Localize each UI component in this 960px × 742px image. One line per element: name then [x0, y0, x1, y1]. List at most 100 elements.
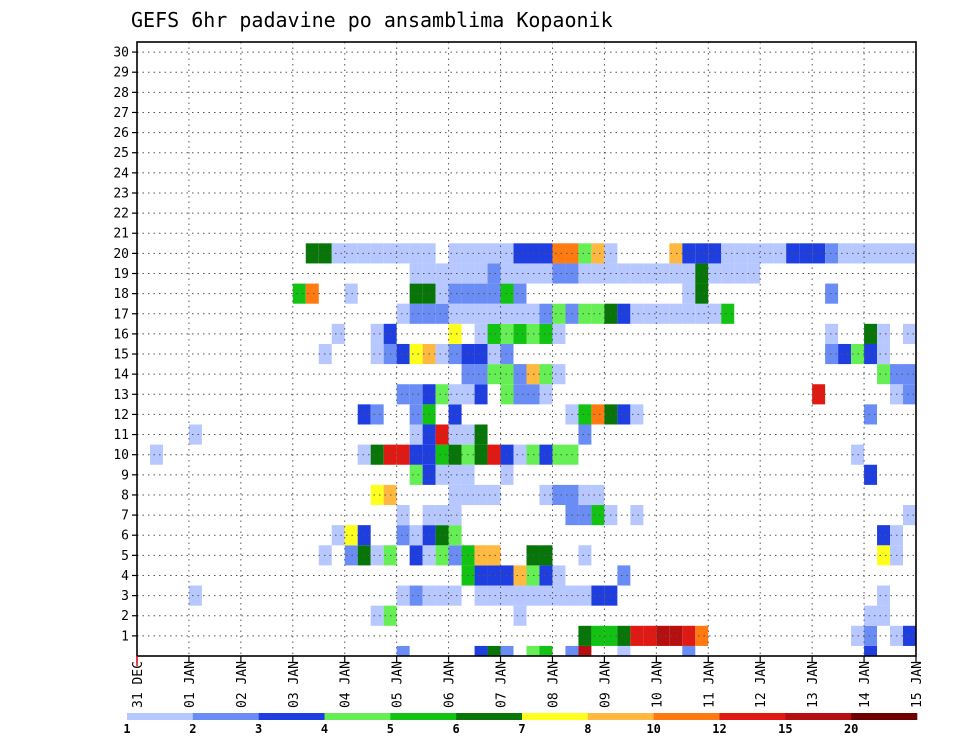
precip-cell — [903, 243, 916, 264]
colorbar-swatch — [324, 713, 391, 720]
precip-cell — [682, 263, 696, 284]
precip-cell — [513, 585, 527, 606]
y-tick-label: 15 — [113, 348, 129, 363]
precip-cell — [474, 585, 488, 606]
precip-cell — [578, 585, 592, 606]
precip-cell — [734, 263, 748, 284]
precip-cell — [448, 323, 462, 344]
precip-cell — [500, 364, 514, 385]
precip-cell — [877, 605, 891, 626]
precip-cell — [695, 243, 709, 264]
y-tick-label: 26 — [113, 126, 129, 141]
precip-cell — [552, 323, 566, 344]
precip-cell — [448, 444, 462, 465]
precip-cell — [500, 444, 514, 465]
precip-cell — [448, 384, 462, 405]
precip-cell — [513, 323, 527, 344]
precip-cell — [513, 243, 527, 264]
precip-cell — [435, 545, 449, 566]
colorbar-label: 1 — [123, 722, 130, 736]
colorbar-swatch — [851, 713, 918, 720]
precip-cell — [695, 283, 709, 304]
y-tick-label: 30 — [113, 46, 129, 61]
precip-cell — [630, 404, 644, 425]
precip-cell — [578, 545, 592, 566]
precip-cell — [526, 545, 540, 566]
precip-cell — [526, 263, 540, 284]
precip-cell — [578, 424, 592, 445]
precip-cell — [578, 243, 592, 264]
precip-cell — [331, 525, 345, 546]
x-tick-label: 01 JAN — [183, 661, 198, 708]
precip-cell — [448, 303, 462, 324]
precip-cell — [331, 323, 345, 344]
precip-cell — [799, 243, 813, 264]
precip-cell — [682, 243, 696, 264]
precip-cell — [357, 444, 371, 465]
colorbar-label: 8 — [584, 722, 591, 736]
precip-cell — [435, 525, 449, 546]
precip-cell — [721, 303, 735, 324]
precip-cell — [552, 243, 566, 264]
y-tick-label: 2 — [121, 609, 129, 624]
x-tick-label: 11 JAN — [702, 661, 717, 708]
precip-cell — [474, 343, 488, 365]
precip-cell — [682, 303, 696, 324]
y-tick-label: 25 — [113, 146, 129, 161]
precip-cell — [474, 545, 488, 566]
precip-cell — [448, 545, 462, 566]
precip-cell — [448, 283, 462, 304]
precip-cell — [513, 364, 527, 385]
precip-cell — [474, 484, 488, 506]
precip-cell — [539, 303, 553, 324]
precip-cell — [812, 243, 826, 264]
precip-cell — [695, 303, 709, 324]
precip-cell — [448, 484, 462, 506]
precip-cell — [409, 464, 423, 485]
y-tick-label: 10 — [113, 448, 129, 463]
y-tick-label: 5 — [121, 549, 129, 564]
precip-cell — [409, 424, 423, 445]
precip-cell — [578, 645, 592, 656]
precip-cell — [448, 243, 462, 264]
y-tick-label: 13 — [113, 388, 129, 403]
precip-cell — [305, 243, 319, 264]
precip-cell — [864, 323, 878, 344]
precip-cell — [539, 364, 553, 385]
colorbar-label: 4 — [321, 722, 328, 736]
y-tick-label: 16 — [113, 327, 129, 342]
precip-cell — [526, 645, 540, 656]
precip-cell — [357, 404, 371, 425]
precip-cell — [487, 283, 501, 304]
precip-cell — [448, 585, 462, 606]
precip-cell — [474, 263, 488, 284]
precip-cell — [565, 645, 579, 656]
x-tick-label: 08 JAN — [546, 661, 561, 708]
precip-cell — [435, 263, 449, 284]
precip-cell — [344, 283, 358, 304]
precip-cell — [435, 424, 449, 445]
precip-cell — [903, 625, 916, 646]
x-axis: 31 DEC 01 JAN 02 JAN 03 JAN 04 JAN 05 JAN 06 J… — [131, 656, 925, 708]
y-tick-label: 18 — [113, 287, 129, 302]
precip-cell — [591, 505, 605, 526]
precip-cell — [669, 263, 683, 284]
y-tick-label: 29 — [113, 66, 129, 81]
precip-cell — [487, 585, 501, 606]
precip-cell — [812, 384, 826, 405]
precip-cell — [591, 625, 605, 646]
precip-cell — [656, 263, 670, 284]
precip-cell — [331, 243, 345, 264]
colorbar-swatch — [522, 713, 589, 720]
x-tick-label: 15 JAN — [910, 661, 925, 708]
precip-cell — [292, 283, 306, 304]
precip-cell — [357, 243, 371, 264]
precip-cell — [617, 263, 631, 284]
precip-cell — [864, 243, 878, 264]
precip-cell — [864, 605, 878, 626]
precip-cell — [448, 404, 462, 425]
precip-cell — [656, 303, 670, 324]
y-tick-label: 14 — [113, 368, 129, 383]
x-tick-label: 04 JAN — [339, 661, 354, 708]
